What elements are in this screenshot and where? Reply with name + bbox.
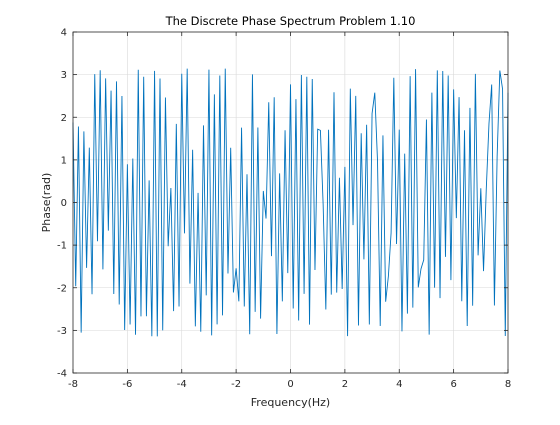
y-tick-label: 2 bbox=[61, 113, 67, 124]
x-tick-label: -2 bbox=[231, 379, 241, 390]
phase-series-line bbox=[72, 68, 509, 337]
y-tick-label: 1 bbox=[61, 155, 67, 166]
ticks: -8 -6 -4 -2 0 2 4 6 8 -4 -3 -2 -1 0 1 2 3 4 bbox=[57, 28, 511, 391]
y-tick-label: -3 bbox=[57, 326, 67, 337]
series-layer bbox=[72, 68, 509, 337]
x-tick-label: 6 bbox=[450, 379, 456, 390]
y-axis-label: Phase(rad) bbox=[40, 173, 53, 233]
x-tick-label: 2 bbox=[342, 379, 348, 390]
chart-title: The Discrete Phase Spectrum Problem 1.10 bbox=[165, 14, 416, 28]
x-tick-label: -4 bbox=[177, 379, 187, 390]
y-tick-label: 0 bbox=[61, 198, 67, 209]
y-tick-label: 3 bbox=[61, 70, 67, 81]
y-tick-label: -4 bbox=[57, 369, 67, 380]
x-tick-label: 4 bbox=[396, 379, 402, 390]
x-tick-label: 8 bbox=[505, 379, 511, 390]
y-tick-label: 4 bbox=[61, 28, 67, 39]
x-tick-label: -6 bbox=[122, 379, 132, 390]
x-tick-label: -8 bbox=[68, 379, 78, 390]
y-tick-label: -1 bbox=[57, 241, 67, 252]
x-axis-label: Frequency(Hz) bbox=[251, 396, 330, 409]
x-tick-label: 0 bbox=[287, 379, 293, 390]
y-tick-label: -2 bbox=[57, 283, 67, 294]
